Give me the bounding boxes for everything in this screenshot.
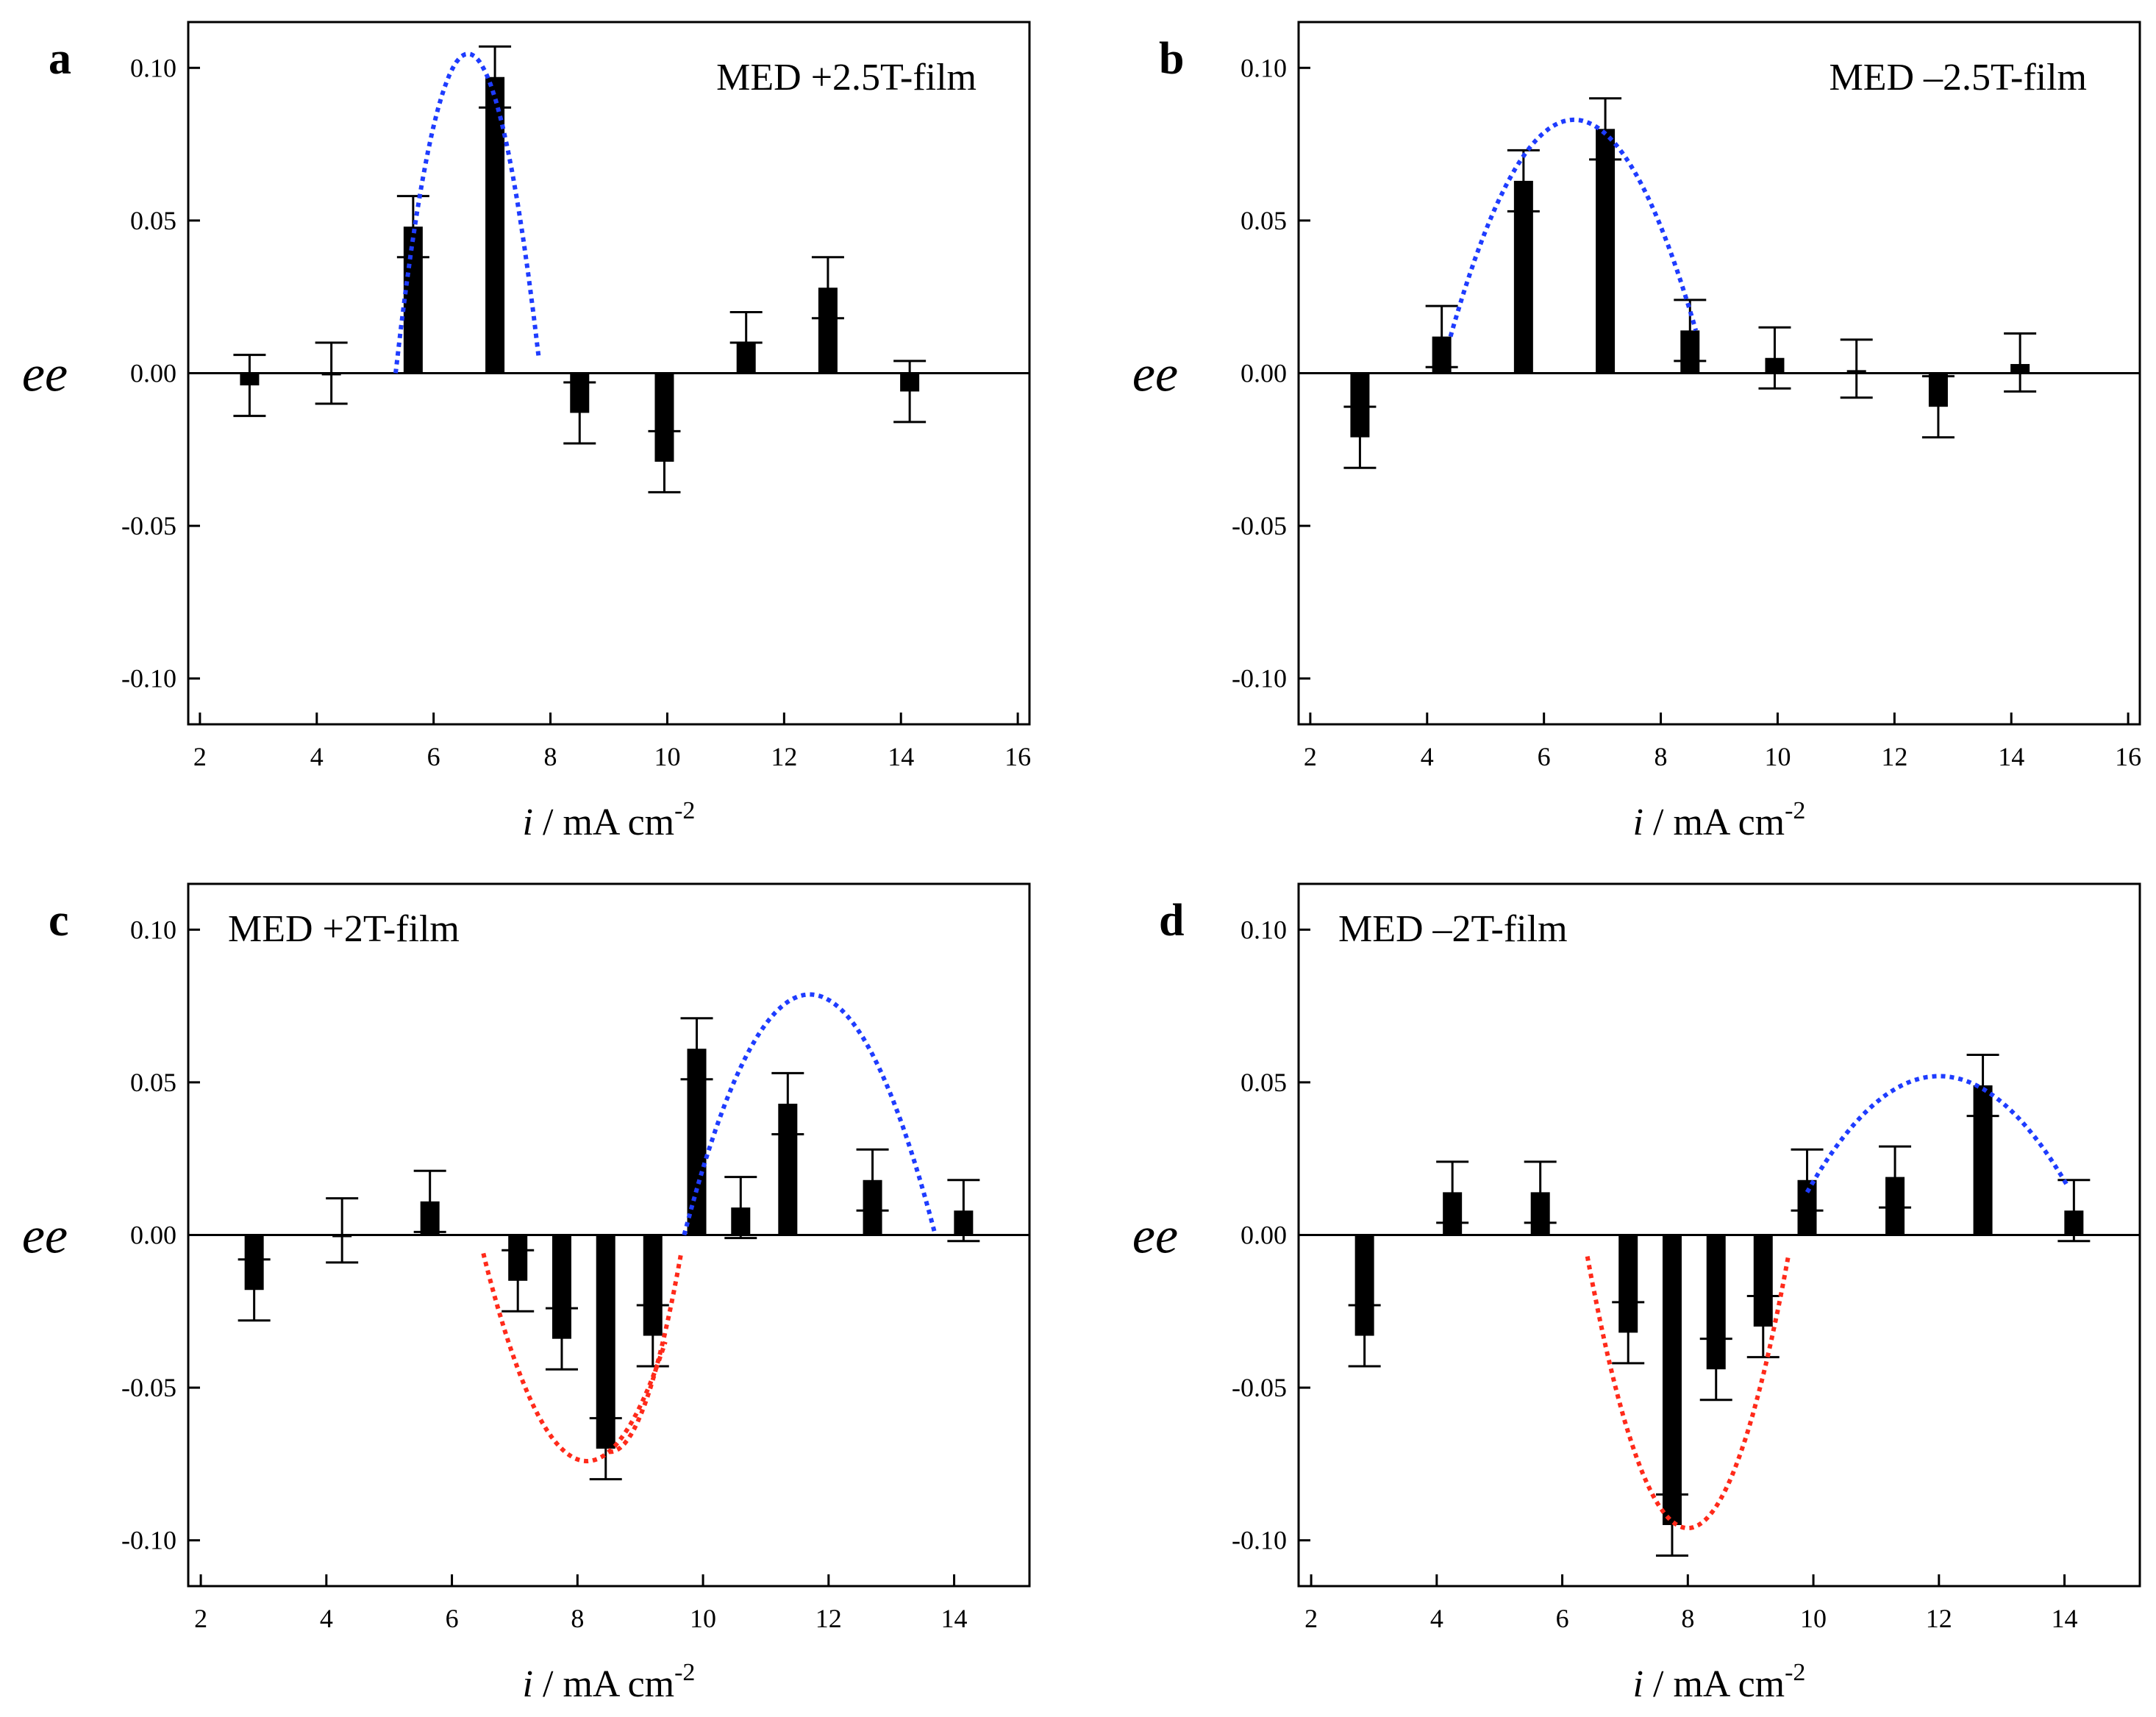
y-tick-label: -0.10: [1232, 1526, 1287, 1555]
x-tick-label: 12: [1881, 742, 1907, 771]
y-tick-label: 0.10: [130, 915, 176, 944]
y-tick-label: -0.10: [121, 1526, 176, 1555]
panel-label: d: [1159, 896, 1184, 946]
x-tick-label: 10: [1800, 1604, 1827, 1633]
data-bar: [1513, 180, 1533, 374]
y-tick-label: 0.00: [1241, 359, 1287, 388]
fit-curve: [1585, 1256, 1791, 1531]
x-tick-label: 2: [193, 742, 207, 771]
data-bar: [736, 342, 756, 374]
chart-panel-b: 0.10 0.05 0.00 -0.05 -0.10 2 4 6 8 10 12 14 16 MED –2…: [1132, 21, 2141, 843]
y-tick-label: 0.10: [1241, 53, 1287, 82]
chart-panel-c: 0.10 0.05 0.00 -0.05 -0.10 2 4 6 8 10 12 14 MED +2T-…: [22, 882, 1031, 1705]
x-tick-label: 2: [194, 1604, 207, 1633]
fit-curve: [481, 1252, 668, 1463]
y-tick-label: 0.05: [130, 1068, 176, 1097]
x-tick-label: 10: [654, 742, 680, 771]
x-axis-label-var: i: [523, 1663, 533, 1705]
y-tick-label: -0.05: [121, 1373, 176, 1402]
x-axis-label-exponent: -2: [674, 797, 695, 824]
data-bar: [596, 1235, 615, 1449]
panel-label: a: [49, 34, 71, 84]
data-bar: [1596, 129, 1616, 374]
panel-label: c: [49, 896, 69, 946]
y-tick-label: 0.00: [130, 1221, 176, 1250]
x-axis-label: i / mA cm-2: [523, 797, 696, 843]
y-tick-label: 0.00: [1241, 1221, 1287, 1250]
x-axis-label-var: i: [1633, 802, 1643, 843]
x-axis-label-var: i: [1633, 1663, 1643, 1705]
legend-text: MED +2T-film: [228, 908, 460, 950]
fit-curve: [608, 1252, 684, 1454]
data-bar: [1662, 1235, 1682, 1525]
x-tick-label: 14: [1998, 742, 2024, 771]
x-tick-label: 10: [1764, 742, 1791, 771]
x-tick-label: 12: [771, 742, 797, 771]
chart-panel-d: 0.10 0.05 0.00 -0.05 -0.10 2 4 6 8 10 12 14 MED –2T-…: [1132, 882, 2141, 1705]
fit-curve: [682, 992, 938, 1236]
data-bar: [485, 76, 505, 374]
y-tick-label: 0.10: [1241, 915, 1287, 944]
x-tick-label: 14: [888, 742, 914, 771]
y-axis-label: ee: [1132, 346, 1178, 403]
x-tick-label: 4: [320, 1604, 333, 1633]
y-tick-label: 0.10: [130, 53, 176, 82]
y-axis-label: ee: [22, 1208, 68, 1265]
x-tick-label: 8: [544, 742, 557, 771]
x-axis-label-var: i: [523, 802, 533, 843]
y-tick-label: -0.05: [1232, 1373, 1287, 1402]
y-tick-label: 0.05: [1241, 1068, 1287, 1097]
x-axis-label-units: / mA cm: [1643, 802, 1785, 843]
x-axis-label: i / mA cm-2: [1633, 1659, 1806, 1705]
x-axis-label-units: / mA cm: [533, 1663, 674, 1705]
legend-text: MED +2.5T-film: [716, 57, 977, 99]
y-axis-label: ee: [1132, 1208, 1178, 1265]
x-tick-label: 4: [1430, 1604, 1443, 1633]
y-tick-label: 0.05: [130, 206, 176, 235]
x-tick-label: 4: [310, 742, 324, 771]
legend-text: MED –2.5T-film: [1829, 57, 2087, 99]
x-tick-label: 8: [571, 1604, 584, 1633]
y-tick-label: -0.05: [121, 511, 176, 540]
x-axis-label-exponent: -2: [1785, 797, 1805, 824]
y-tick-label: -0.05: [1232, 511, 1287, 540]
x-axis-label: i / mA cm-2: [523, 1659, 696, 1705]
x-tick-label: 8: [1655, 742, 1668, 771]
x-axis-label-exponent: -2: [1785, 1659, 1805, 1686]
legend-text: MED –2T-film: [1338, 908, 1568, 950]
x-tick-label: 6: [1538, 742, 1551, 771]
fit-curve: [1805, 1074, 2070, 1193]
x-axis-label: i / mA cm-2: [1633, 797, 1806, 843]
x-axis-label-units: / mA cm: [533, 802, 674, 843]
x-tick-label: 14: [2052, 1604, 2078, 1633]
x-tick-label: 8: [1681, 1604, 1694, 1633]
chart-panel-a: 0.10 0.05 0.00 -0.05 -0.10 2 4 6 8 10 12 14 16 MED +2…: [22, 21, 1031, 843]
x-tick-label: 2: [1304, 742, 1317, 771]
x-axis-label-units: / mA cm: [1643, 1663, 1785, 1705]
x-tick-label: 16: [1004, 742, 1031, 771]
y-tick-label: -0.10: [121, 664, 176, 693]
y-tick-label: 0.00: [130, 359, 176, 388]
x-tick-label: 6: [1556, 1604, 1569, 1633]
x-tick-label: 6: [427, 742, 440, 771]
y-tick-label: 0.05: [1241, 206, 1287, 235]
x-tick-label: 16: [2115, 742, 2141, 771]
y-axis-label: ee: [22, 346, 68, 403]
x-tick-label: 12: [1926, 1604, 1952, 1633]
fit-curve: [393, 51, 541, 374]
x-axis-label-exponent: -2: [674, 1659, 695, 1686]
x-tick-label: 10: [690, 1604, 716, 1633]
y-tick-label: -0.10: [1232, 664, 1287, 693]
x-tick-label: 2: [1304, 1604, 1318, 1633]
x-tick-label: 14: [941, 1604, 968, 1633]
x-tick-label: 6: [446, 1604, 459, 1633]
fit-curve: [1448, 117, 1699, 338]
x-tick-label: 12: [815, 1604, 842, 1633]
panel-label: b: [1159, 34, 1184, 84]
x-tick-label: 4: [1421, 742, 1434, 771]
